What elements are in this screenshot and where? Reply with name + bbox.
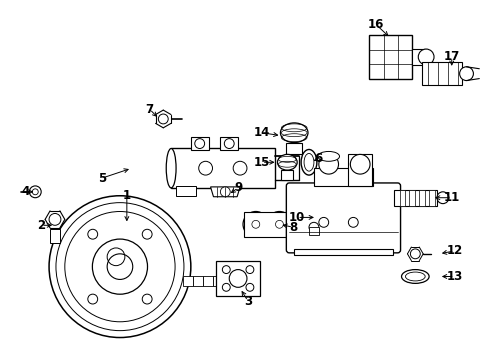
Text: 4: 4 xyxy=(21,185,29,198)
Text: 16: 16 xyxy=(367,18,384,31)
Text: 2: 2 xyxy=(37,219,45,232)
Bar xyxy=(428,190,434,206)
Bar xyxy=(421,62,461,85)
Circle shape xyxy=(436,192,448,204)
Bar xyxy=(418,190,424,206)
Bar xyxy=(368,35,411,78)
Polygon shape xyxy=(212,276,222,286)
Text: 3: 3 xyxy=(244,294,251,307)
Bar xyxy=(190,137,208,150)
Bar xyxy=(411,49,425,65)
Circle shape xyxy=(347,217,358,227)
Text: 7: 7 xyxy=(145,103,153,116)
Ellipse shape xyxy=(280,123,307,143)
FancyBboxPatch shape xyxy=(286,183,400,253)
Text: 15: 15 xyxy=(253,156,269,169)
Bar xyxy=(50,229,60,243)
Bar xyxy=(393,190,436,206)
Bar xyxy=(281,170,293,180)
Ellipse shape xyxy=(277,154,297,170)
Circle shape xyxy=(49,196,190,338)
Circle shape xyxy=(243,212,268,237)
Bar xyxy=(294,249,392,255)
Bar xyxy=(308,227,318,235)
Polygon shape xyxy=(202,276,212,286)
Bar xyxy=(399,190,405,206)
Text: 14: 14 xyxy=(253,126,269,139)
Circle shape xyxy=(349,154,369,174)
Circle shape xyxy=(220,187,230,197)
Text: 6: 6 xyxy=(314,152,322,165)
Bar xyxy=(220,137,238,150)
Text: 13: 13 xyxy=(446,270,462,283)
Circle shape xyxy=(266,212,292,237)
Circle shape xyxy=(251,220,259,228)
Circle shape xyxy=(459,67,472,81)
Circle shape xyxy=(275,220,283,228)
Polygon shape xyxy=(183,276,192,286)
Text: 8: 8 xyxy=(288,221,297,234)
Ellipse shape xyxy=(301,149,316,175)
Text: 5: 5 xyxy=(98,171,106,185)
Text: 9: 9 xyxy=(233,181,242,194)
Bar xyxy=(171,148,274,188)
Bar xyxy=(408,190,414,206)
Circle shape xyxy=(318,154,338,174)
Bar xyxy=(176,186,195,196)
Ellipse shape xyxy=(317,152,339,161)
Circle shape xyxy=(318,217,328,227)
Bar xyxy=(313,168,372,186)
Text: 10: 10 xyxy=(288,211,305,224)
Circle shape xyxy=(417,49,433,65)
Circle shape xyxy=(409,249,419,259)
Circle shape xyxy=(308,222,318,232)
Text: 17: 17 xyxy=(443,50,459,63)
Text: 11: 11 xyxy=(443,191,459,204)
Bar xyxy=(244,212,291,237)
Bar xyxy=(286,143,302,154)
Text: 12: 12 xyxy=(446,244,462,257)
Polygon shape xyxy=(210,187,240,197)
Text: 1: 1 xyxy=(122,189,131,202)
Ellipse shape xyxy=(166,148,176,188)
Ellipse shape xyxy=(401,270,428,283)
Bar xyxy=(216,261,259,296)
Bar xyxy=(347,154,371,186)
Polygon shape xyxy=(222,276,232,286)
Polygon shape xyxy=(192,276,202,286)
Circle shape xyxy=(29,186,41,198)
